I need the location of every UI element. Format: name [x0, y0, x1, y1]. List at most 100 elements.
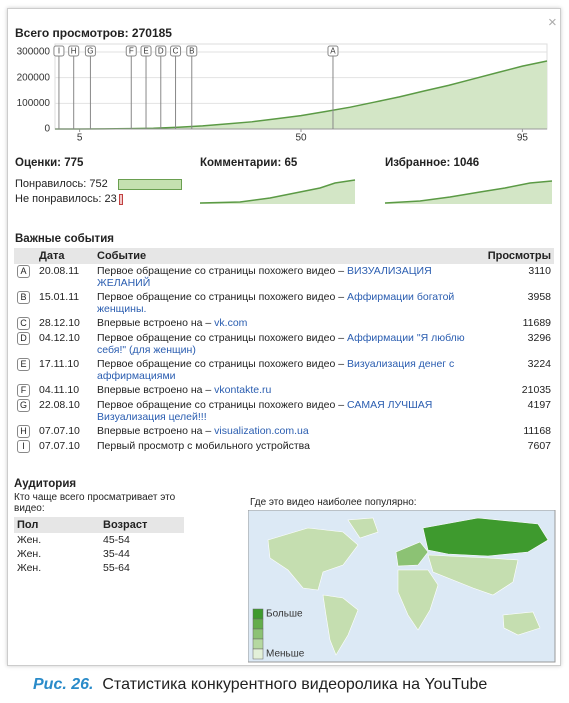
- header-cell: Пол: [14, 517, 100, 533]
- audience-cell: Жен.: [17, 534, 42, 546]
- event-letter: F: [17, 384, 30, 397]
- event-row: H 07.07.10 Впервые встроено на – visualiza…: [14, 424, 554, 439]
- europe: [395, 541, 429, 567]
- legend-swatch: [252, 638, 264, 650]
- caption-text: Статистика конкурентного видеоролика на …: [102, 676, 488, 693]
- event-date: 28.12.10: [39, 317, 80, 329]
- favorites-sparkline: [384, 180, 553, 204]
- cell: E: [14, 357, 36, 383]
- event-link[interactable]: Аффирмации богатой женщины.: [97, 291, 455, 315]
- cell: Первое обращение со страницы похожего ви…: [94, 264, 470, 290]
- event-text: Первое обращение со страницы похожего ви…: [97, 332, 345, 344]
- cell: I: [14, 439, 36, 454]
- cell: Впервые встроено на – vk.com: [94, 316, 470, 331]
- event-views: 3110: [528, 265, 551, 277]
- event-date: 22.08.10: [39, 399, 80, 411]
- cell: Впервые встроено на – vkontakte.ru: [94, 383, 470, 398]
- event-marker-box: [84, 45, 96, 57]
- audience-table: Пол Возраст Жен. 45-54 Жен. 35-44 Жен. 55-64: [14, 517, 184, 575]
- south-america: [322, 594, 359, 656]
- event-link[interactable]: visualization.com.ua: [214, 425, 309, 437]
- comments-title: Комментарии: 65: [200, 157, 298, 169]
- event-link[interactable]: Аффирмации "Я люблю себя!" (для женщин): [97, 332, 465, 356]
- y-tick-label: 200000: [17, 72, 51, 83]
- favorites-title: Избранное: 1046: [385, 157, 480, 169]
- event-marker-label: E: [143, 47, 148, 56]
- event-link[interactable]: ВИЗУАЛИЗАЦИЯ ЖЕЛАНИЙ: [97, 265, 432, 289]
- audience-cell: 45-54: [103, 534, 130, 546]
- event-row: B 15.01.11 Первое обращение со страницы по…: [14, 290, 554, 316]
- asia: [427, 554, 519, 596]
- header-row: Дата Событие Просмотры: [14, 248, 554, 264]
- event-marker-label: I: [58, 47, 60, 56]
- legend-swatch: [252, 648, 264, 660]
- close-button[interactable]: ×: [548, 14, 557, 31]
- cell: Первое обращение со страницы похожего ви…: [94, 331, 470, 357]
- event-letter: G: [17, 399, 30, 412]
- cell: Первое обращение со страницы похожего ви…: [94, 290, 470, 316]
- caption: Рис. 26. Статистика конкурентного видеор…: [33, 676, 487, 694]
- event-marker-box: [155, 45, 167, 57]
- event-row: A 20.08.11 Первое обращение со страницы по…: [14, 264, 554, 290]
- event-views: 11689: [522, 317, 551, 329]
- event-link[interactable]: САМАЯ ЛУЧШАЯ Визуализация целей!!!: [97, 399, 433, 423]
- event-views: 3958: [527, 291, 551, 303]
- y-tick-label: 300000: [17, 47, 51, 58]
- cell: G: [14, 398, 36, 424]
- x-tick-label: 50: [295, 133, 307, 144]
- legend-swatch: [252, 628, 264, 640]
- header-cell: [14, 248, 36, 264]
- event-row: C 28.12.10 Впервые встроено на – vk.com 116…: [14, 316, 554, 331]
- event-link[interactable]: vk.com: [214, 317, 248, 329]
- event-letter: E: [17, 358, 30, 371]
- event-views: 3224: [527, 358, 551, 370]
- audience-cell: Жен.: [17, 548, 42, 560]
- event-views: 21035: [521, 384, 551, 396]
- event-date: 04.11.10: [39, 384, 80, 396]
- event-marker-box: [140, 45, 152, 57]
- x-tick-label: 95: [517, 133, 529, 144]
- cell: H: [14, 424, 36, 439]
- header-cell: Просмотры: [470, 248, 554, 264]
- audience-cell: 55-64: [103, 562, 130, 574]
- cell: B: [14, 290, 36, 316]
- event-row: I 07.07.10 Первый просмотр с мобильного ус…: [14, 439, 554, 454]
- header-cell: Возраст: [100, 517, 184, 533]
- greenland: [347, 517, 379, 539]
- dislikes-bar: [119, 194, 123, 205]
- views-chart: 0 100000 200000 300000 5 50 95 I H G F E D C B A: [17, 43, 548, 144]
- comments-sparkline: [199, 179, 356, 204]
- cell: Впервые встроено на – visualization.com.…: [94, 424, 470, 439]
- table: Дата Событие Просмотры A 20.08.11 Первое о…: [14, 248, 554, 454]
- event-letter: C: [17, 317, 30, 330]
- event-marker-label: A: [330, 47, 336, 56]
- likes-row: Понравилось: 752: [15, 178, 108, 190]
- event-marker-label: H: [71, 47, 77, 56]
- event-views: 11168: [523, 425, 551, 437]
- cell: D: [14, 331, 36, 357]
- stats-panel: [7, 8, 561, 666]
- event-date: 15.01.11: [39, 291, 80, 303]
- event-link[interactable]: vkontakte.ru: [214, 384, 272, 396]
- event-link[interactable]: Визуализация денег с аффирмациями: [97, 358, 455, 382]
- event-date: 04.12.10: [39, 332, 80, 344]
- event-date: 07.07.10: [39, 440, 80, 452]
- audience-row: Жен. 45-54: [14, 533, 184, 547]
- likes-value: 752: [89, 178, 108, 190]
- events-title: Важные события: [15, 233, 114, 245]
- event-date: 20.08.11: [39, 265, 80, 277]
- event-text: Впервые встроено на –: [97, 384, 212, 396]
- audience-row: Жен. 55-64: [14, 561, 184, 575]
- event-text: Первый просмотр с мобильного устройства: [97, 440, 310, 452]
- header-cell: Дата: [36, 248, 94, 264]
- world-map: Больше Меньше: [248, 510, 556, 663]
- event-views: 3296: [527, 332, 551, 344]
- event-marker-label: G: [87, 47, 93, 56]
- event-marker-box: [186, 45, 198, 57]
- events-table: Дата Событие Просмотры A 20.08.11 Первое о…: [14, 248, 554, 454]
- event-text: Впервые встроено на –: [97, 425, 212, 437]
- cell: C: [14, 316, 36, 331]
- y-tick-label: 100000: [17, 98, 51, 109]
- event-marker-label: C: [173, 47, 179, 56]
